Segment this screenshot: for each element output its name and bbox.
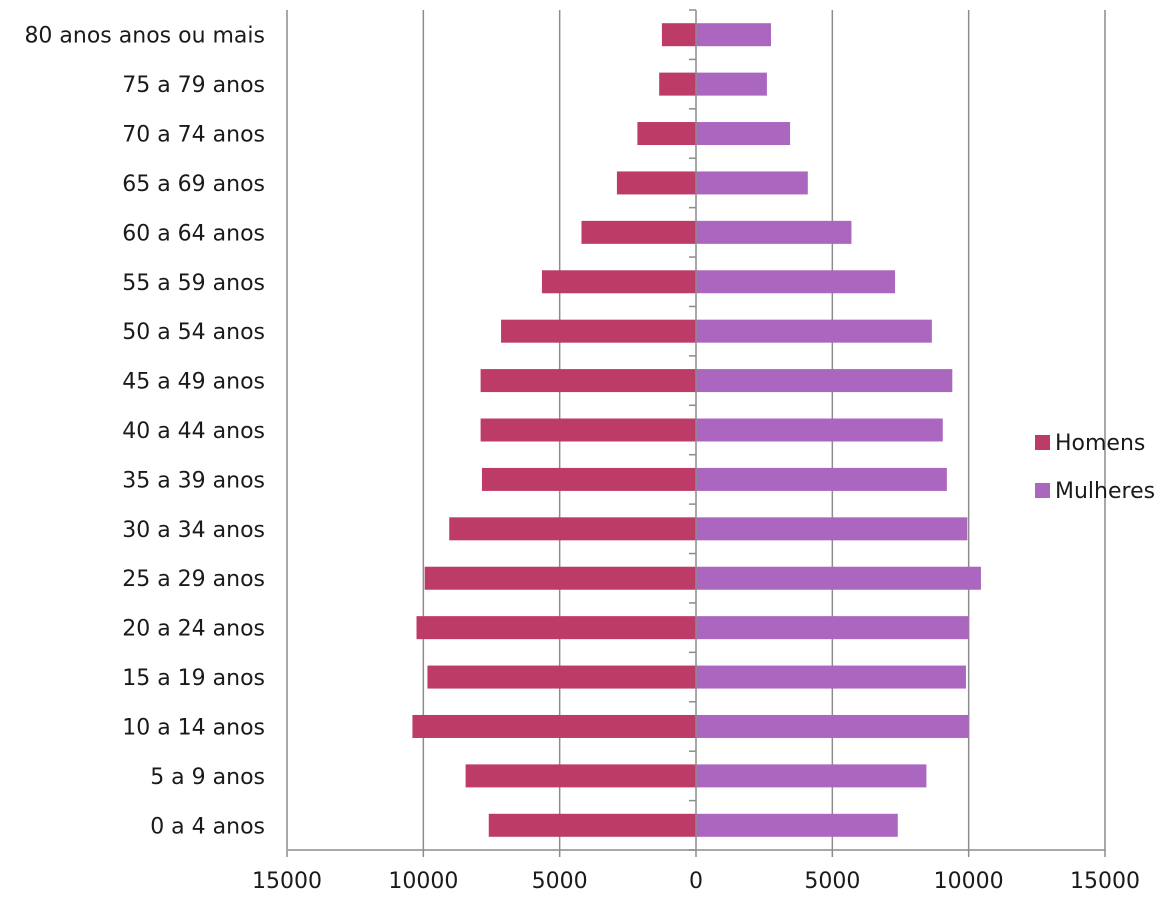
x-tick-label-4: 5000 — [804, 869, 860, 894]
x-tick-label-2: 5000 — [532, 869, 588, 894]
bar-homens-3 — [427, 665, 696, 689]
category-label-10: 50 a 54 anos — [122, 320, 265, 345]
bar-mulheres-11 — [696, 270, 896, 294]
bar-mulheres-13 — [696, 171, 808, 195]
category-label-8: 40 a 44 anos — [122, 419, 265, 444]
bar-homens-14 — [637, 122, 696, 146]
category-label-6: 30 a 34 anos — [122, 518, 265, 543]
bar-homens-2 — [412, 714, 696, 738]
bar-mulheres-6 — [696, 517, 968, 541]
category-label-2: 10 a 14 anos — [122, 715, 265, 740]
bar-mulheres-1 — [696, 764, 927, 788]
bar-homens-13 — [616, 171, 696, 195]
category-label-15: 75 a 79 anos — [122, 73, 265, 98]
bar-mulheres-10 — [696, 319, 932, 343]
bar-mulheres-0 — [696, 813, 898, 837]
category-label-14: 70 a 74 anos — [122, 123, 265, 148]
bar-homens-5 — [424, 566, 696, 590]
bar-homens-8 — [480, 418, 696, 442]
category-label-0: 0 a 4 anos — [150, 814, 265, 839]
bar-mulheres-4 — [696, 616, 969, 640]
bar-homens-7 — [481, 467, 696, 491]
x-tick-label-5: 10000 — [934, 869, 1004, 894]
bar-homens-16 — [661, 23, 696, 47]
legend: Homens Mulheres — [1035, 431, 1155, 504]
bar-homens-6 — [449, 517, 696, 541]
bar-mulheres-12 — [696, 220, 852, 244]
legend-label-mulheres: Mulheres — [1055, 479, 1155, 504]
bar-homens-12 — [581, 220, 696, 244]
bar-homens-0 — [488, 813, 696, 837]
x-tick-label-6: 15000 — [1070, 869, 1140, 894]
bars — [412, 23, 981, 837]
bar-mulheres-2 — [696, 714, 969, 738]
category-labels: 0 a 4 anos 5 a 9 anos 10 a 14 anos 15 a 19 … — [24, 24, 265, 840]
category-label-1: 5 a 9 anos — [150, 765, 265, 790]
x-tick-labels: 15000 10000 5000 0 5000 10000 15000 — [252, 869, 1140, 894]
category-label-7: 35 a 39 anos — [122, 468, 265, 493]
bar-mulheres-5 — [696, 566, 981, 590]
bar-mulheres-8 — [696, 418, 943, 442]
bar-homens-4 — [416, 616, 696, 640]
category-label-3: 15 a 19 anos — [122, 666, 265, 691]
bar-mulheres-14 — [696, 122, 791, 146]
category-label-11: 55 a 59 anos — [122, 271, 265, 296]
legend-label-homens: Homens — [1055, 431, 1145, 456]
bar-homens-11 — [541, 270, 696, 294]
bar-mulheres-15 — [696, 72, 767, 96]
bar-homens-15 — [659, 72, 696, 96]
category-label-12: 60 a 64 anos — [122, 221, 265, 246]
legend-swatch-homens — [1035, 435, 1050, 450]
category-label-13: 65 a 69 anos — [122, 172, 265, 197]
category-label-9: 45 a 49 anos — [122, 370, 265, 395]
bar-homens-9 — [480, 369, 696, 393]
x-tick-label-1: 10000 — [388, 869, 458, 894]
bar-mulheres-9 — [696, 369, 953, 393]
bar-mulheres-3 — [696, 665, 966, 689]
category-label-5: 25 a 29 anos — [122, 567, 265, 592]
bar-homens-10 — [501, 319, 696, 343]
axes — [286, 9, 1106, 857]
category-label-16: 80 anos anos ou mais — [24, 24, 265, 49]
bar-mulheres-16 — [696, 23, 771, 47]
bar-mulheres-7 — [696, 467, 947, 491]
x-tick-label-0: 15000 — [252, 869, 322, 894]
x-tick-label-3: 0 — [689, 869, 703, 894]
category-label-4: 20 a 24 anos — [122, 617, 265, 642]
bar-homens-1 — [465, 764, 696, 788]
legend-swatch-mulheres — [1035, 483, 1050, 498]
